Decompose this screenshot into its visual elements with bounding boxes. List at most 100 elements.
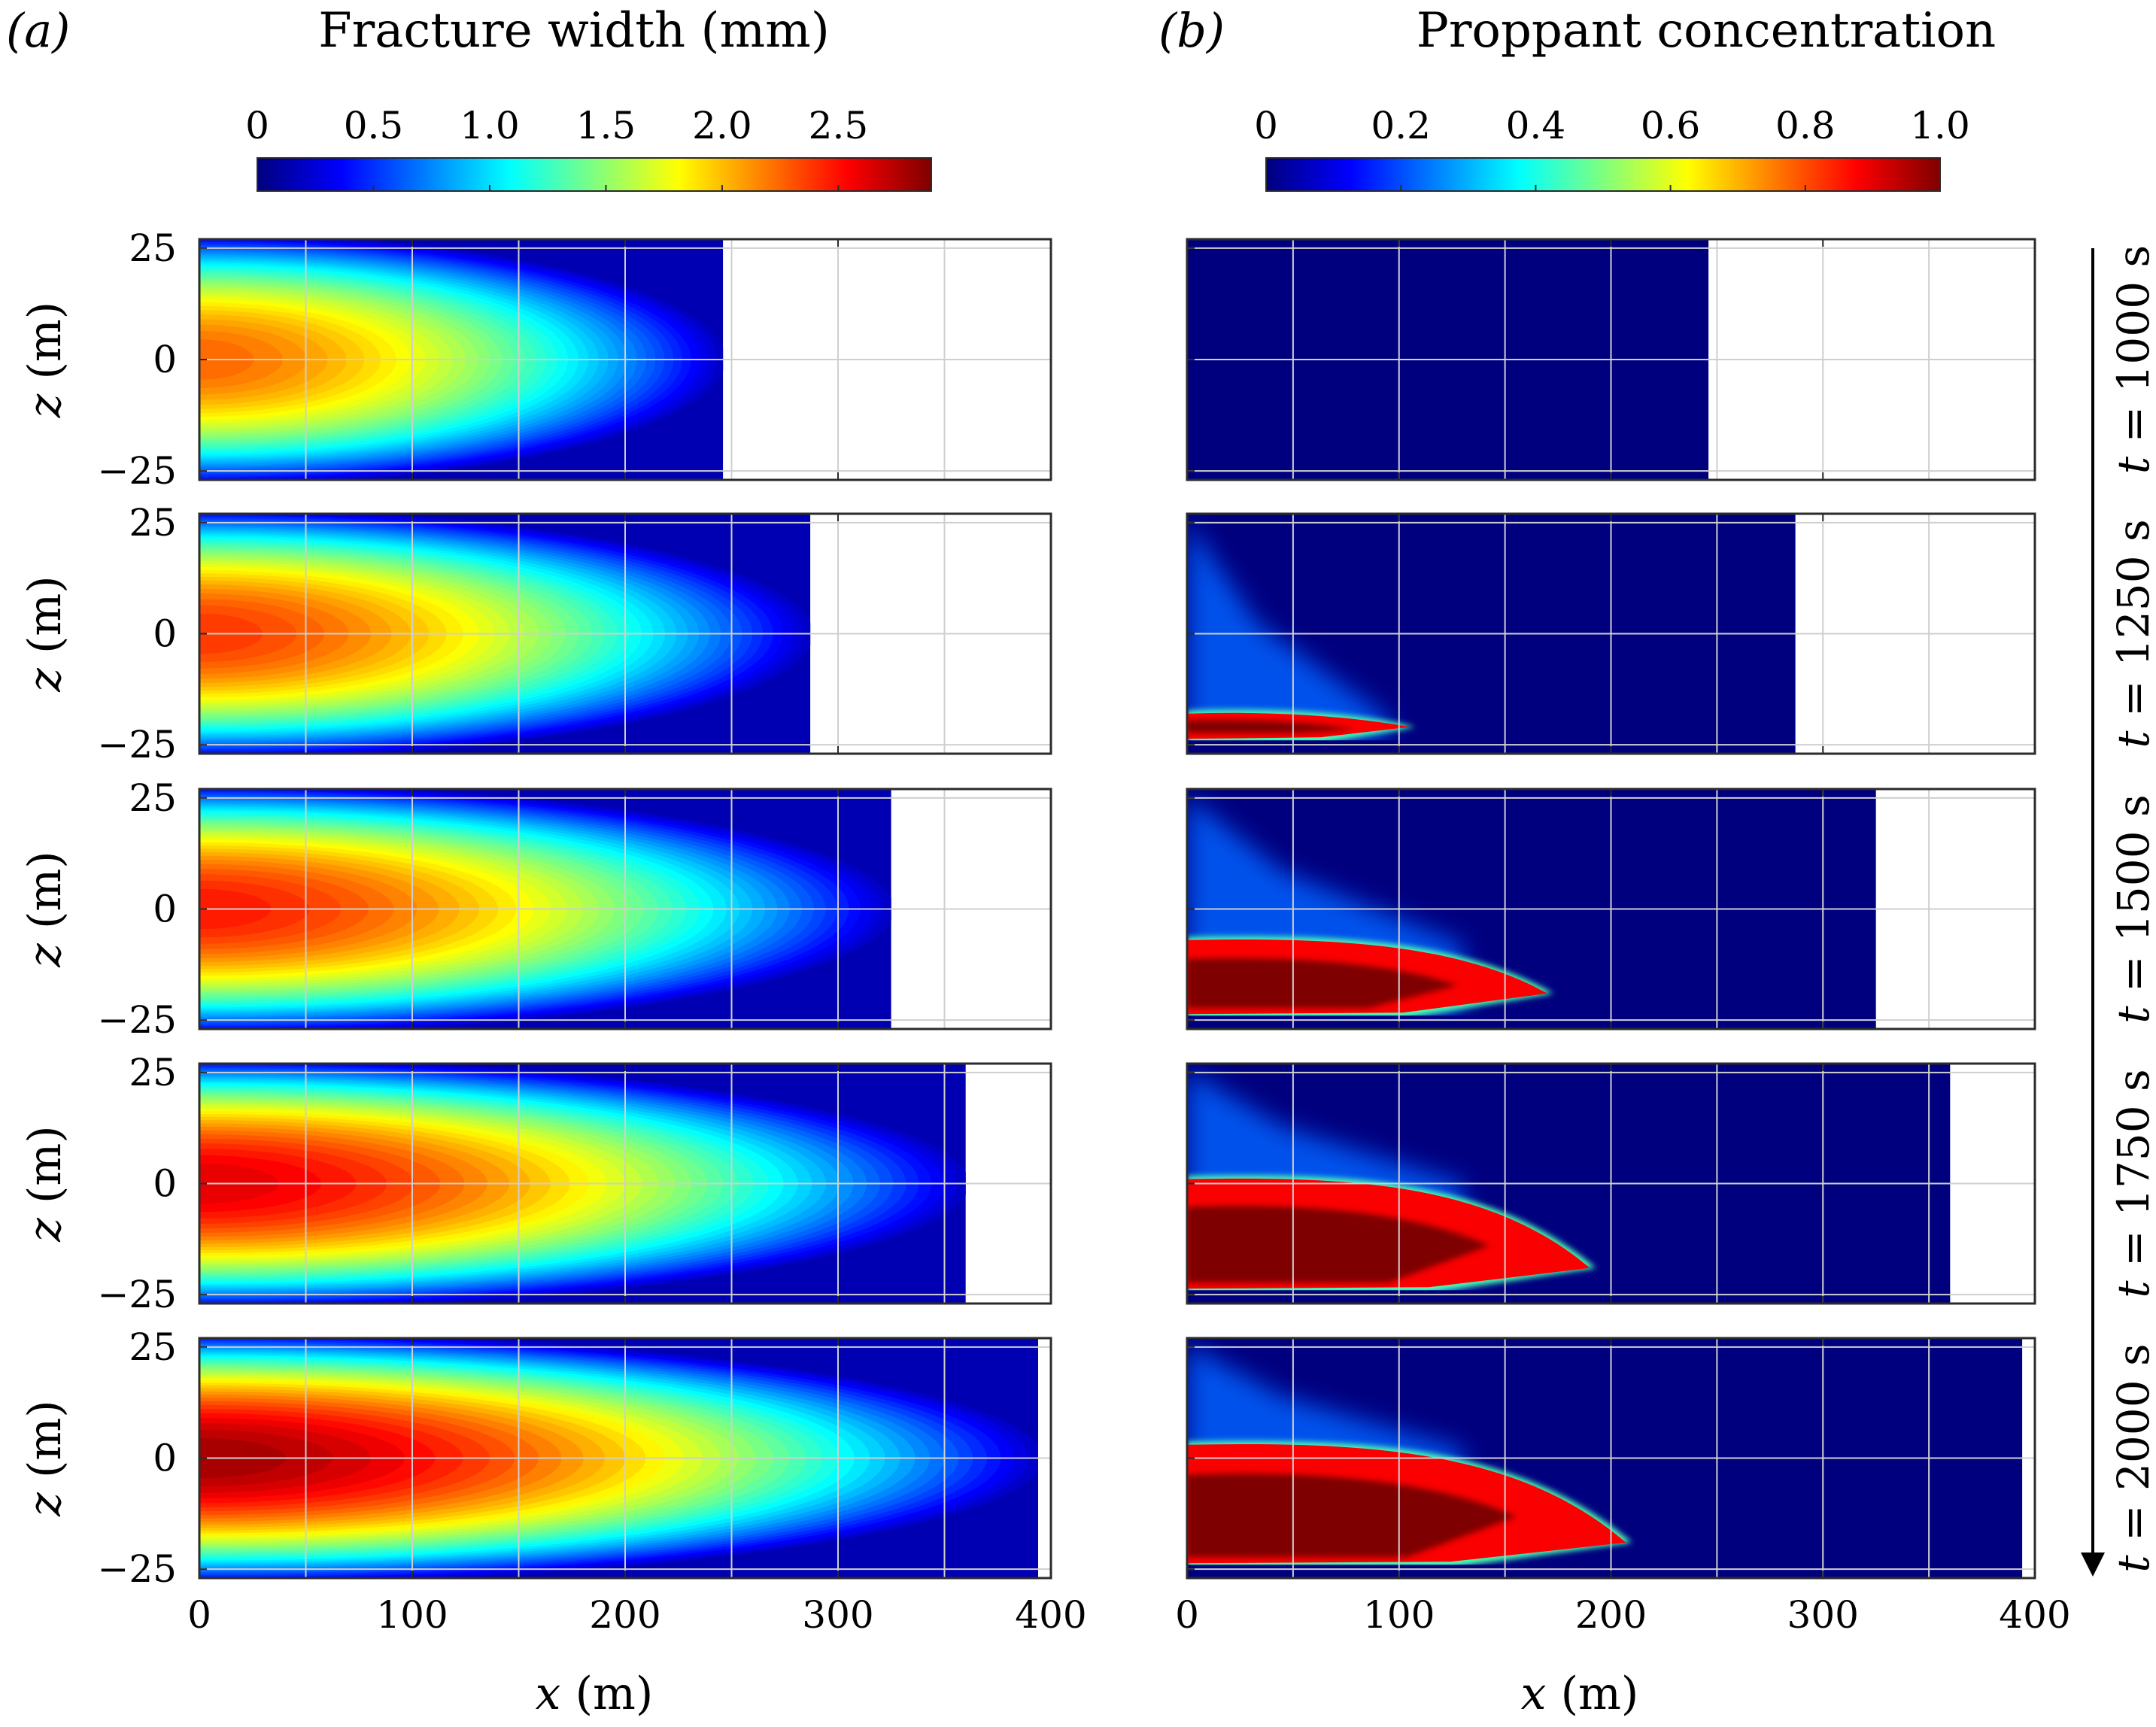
- y-tick-label: −25: [97, 1273, 177, 1316]
- time-value: = 1750 s: [2108, 1069, 2156, 1280]
- panel-a-label: (a): [6, 3, 70, 58]
- colorbar-tick-label: 0: [245, 104, 269, 147]
- time-symbol: t: [2108, 456, 2156, 474]
- fracture-width-panels: 250−25z (m)250−25z (m)250−25z (m)250−25z…: [19, 226, 1087, 1637]
- y-tick-label: −25: [97, 998, 177, 1042]
- colorbar-tick-label: 0: [1254, 104, 1278, 147]
- time-label: t = 1000 s: [2108, 245, 2156, 475]
- proppant-panel: 0 100 200 300 400: [1175, 1337, 2071, 1637]
- x-tick-label: 300: [802, 1593, 873, 1637]
- y-axis-symbol: z: [19, 1492, 71, 1517]
- y-tick-label: −25: [97, 723, 177, 766]
- x-tick-label: 400: [1015, 1593, 1086, 1637]
- proppant-field: [1187, 797, 1876, 1029]
- bottom-strip: [1187, 1565, 2023, 1578]
- proppant-concentration-panels: 0 100 200 300 400: [1175, 238, 2071, 1637]
- proppant-panel: [1186, 512, 2036, 755]
- y-tick-label: 0: [153, 888, 177, 931]
- y-axis-unit: (m): [19, 1400, 71, 1492]
- y-axis-label: z (m): [19, 575, 71, 692]
- proppant-field: [1187, 1071, 1951, 1304]
- colorbar-tick-label: 1.5: [576, 104, 636, 147]
- fracture-width-panel: 25 0 −25 z (m): [19, 1051, 1052, 1316]
- time-value: = 1250 s: [2108, 519, 2156, 730]
- time-label: t = 1750 s: [2108, 1069, 2156, 1298]
- panel-a-xlabel: x (m): [536, 1668, 654, 1720]
- y-axis-unit: (m): [19, 302, 71, 394]
- time-value: = 1000 s: [2108, 245, 2156, 457]
- colorbar-proppant-concentration: 0 0.2 0.4 0.6 0.8 1.0: [1254, 104, 1970, 192]
- time-labels: t = 1000 st = 1250 st = 1500 st = 1750 s…: [2108, 245, 2156, 1573]
- colorbar-tick-label: 2.5: [809, 104, 869, 147]
- y-tick-label: 25: [129, 226, 177, 270]
- fracture-width-panel: 25 0 −25 z (m): [19, 501, 1052, 766]
- y-axis-unit: (m): [19, 1125, 71, 1218]
- colorbar-gradient: [257, 157, 932, 192]
- panel-b-label: (b): [1158, 3, 1225, 58]
- proppant-bed-core: [1187, 1206, 1489, 1283]
- suspended-proppant-halo: [1187, 521, 1389, 741]
- panel-b-xlabel: x (m): [1521, 1668, 1639, 1720]
- y-tick-label: 25: [129, 1325, 177, 1369]
- y-tick-label: 25: [129, 1051, 177, 1094]
- y-axis-unit: (m): [19, 575, 71, 668]
- time-value: = 2000 s: [2108, 1343, 2156, 1555]
- y-tick-label: 0: [153, 338, 177, 381]
- x-tick-label: 100: [376, 1593, 448, 1637]
- time-symbol: t: [2108, 1006, 2156, 1024]
- y-axis-label: z (m): [19, 1400, 71, 1516]
- colorbar-gradient: [1265, 157, 1941, 192]
- x-tick-label: 300: [1787, 1593, 1859, 1637]
- fracture-width-panel: 25 0 −25 z (m): [19, 226, 1052, 493]
- panel-a-title: Fracture width (mm): [318, 3, 830, 59]
- y-axis-symbol: z: [19, 1218, 71, 1243]
- colorbar-tick-label: 0.4: [1506, 104, 1566, 147]
- x-tick-label: 200: [589, 1593, 660, 1637]
- colorbar-tick-label: 0.6: [1641, 104, 1701, 147]
- fracture-width-panel: 25 0 −25 z (m): [19, 776, 1052, 1042]
- proppant-panel: [1186, 238, 2036, 481]
- time-symbol: t: [2108, 730, 2156, 748]
- y-tick-label: −25: [97, 1547, 177, 1591]
- x-tick-label: 0: [1175, 1593, 1199, 1637]
- colorbar-tick-label: 0.5: [344, 104, 404, 147]
- proppant-panel: [1186, 788, 2036, 1030]
- y-axis-symbol: z: [19, 668, 71, 693]
- colorbar-tick-label: 0.8: [1775, 104, 1836, 147]
- proppant-field: [1187, 1346, 2023, 1578]
- proppant-bed-core: [1187, 1474, 1517, 1558]
- bottom-strip: [1187, 1290, 1951, 1304]
- x-tick-label: 200: [1575, 1593, 1647, 1637]
- y-axis-unit: (m): [19, 851, 71, 943]
- colorbar-tick-label: 1.0: [1910, 104, 1970, 147]
- time-label: t = 1500 s: [2108, 794, 2156, 1024]
- bottom-strip: [1187, 740, 1796, 754]
- y-tick-label: −25: [97, 449, 177, 493]
- y-axis-symbol: z: [19, 943, 71, 968]
- proppant-bed-core: [1187, 958, 1458, 1009]
- y-tick-label: 0: [153, 1162, 177, 1206]
- y-tick-label: 0: [153, 612, 177, 656]
- y-axis-symbol: z: [19, 393, 71, 418]
- x-tick-label: 0: [187, 1593, 211, 1637]
- proppant-bed-core: [1187, 720, 1354, 733]
- colorbar-tick-label: 1.0: [460, 104, 520, 147]
- proppant-panel: [1186, 1062, 2036, 1305]
- colorbar-tick-label: 2.0: [692, 104, 752, 147]
- y-axis-label: z (m): [19, 1125, 71, 1242]
- x-tick-label: 400: [1999, 1593, 2070, 1637]
- time-label: t = 2000 s: [2108, 1343, 2156, 1573]
- y-axis-label: z (m): [19, 302, 71, 418]
- y-tick-label: 25: [129, 776, 177, 820]
- time-symbol: t: [2108, 1555, 2156, 1573]
- y-tick-label: 0: [153, 1437, 177, 1480]
- bottom-strip: [1187, 1015, 1876, 1029]
- colorbar-tick-label: 0.2: [1371, 104, 1431, 147]
- time-label: t = 1250 s: [2108, 519, 2156, 748]
- proppant-field: [1187, 521, 1796, 754]
- time-symbol: t: [2108, 1280, 2156, 1298]
- colorbar-fracture-width: 0 0.5 1.0 1.5 2.0 2.5: [245, 104, 932, 192]
- time-value: = 1500 s: [2108, 794, 2156, 1006]
